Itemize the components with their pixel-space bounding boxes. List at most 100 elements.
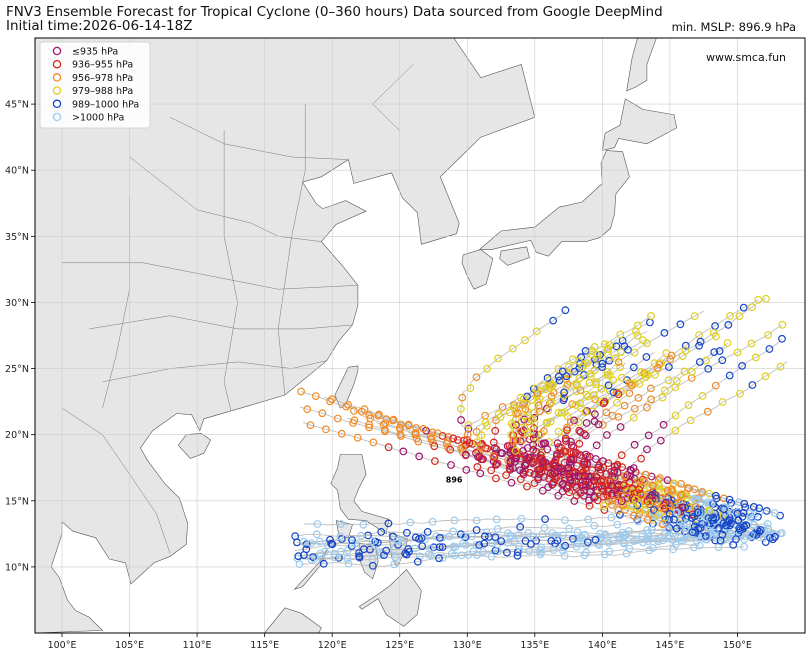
track-point	[418, 542, 427, 550]
track-point	[634, 517, 643, 526]
track-point	[508, 447, 516, 455]
track-point	[672, 524, 681, 533]
track-point	[641, 373, 650, 382]
track-point	[763, 520, 772, 528]
track-point	[582, 548, 590, 557]
track-point	[569, 448, 578, 457]
track-point	[640, 481, 649, 490]
track-point	[462, 450, 470, 459]
track-point	[464, 421, 473, 429]
mindanao	[358, 569, 422, 627]
track-point	[563, 426, 571, 435]
track-point	[658, 520, 667, 529]
track-point	[616, 330, 625, 339]
track-point	[538, 454, 546, 463]
track-point	[638, 475, 647, 484]
track-point	[489, 452, 498, 461]
track-point	[547, 537, 556, 545]
y-tick-label: 30°N	[5, 298, 29, 309]
track-point	[415, 535, 423, 543]
track-point	[561, 516, 569, 524]
track-point	[371, 537, 380, 546]
track-point	[449, 434, 458, 443]
track-point	[709, 513, 718, 522]
track-point	[344, 401, 353, 409]
track-point	[663, 476, 672, 485]
track-point	[590, 343, 599, 351]
track-point	[639, 336, 647, 345]
track-point	[755, 507, 764, 516]
track-point	[312, 530, 321, 539]
track-point	[586, 369, 595, 378]
track-point	[616, 423, 625, 431]
track-point	[706, 528, 715, 537]
track-point	[681, 491, 690, 500]
track-point	[537, 429, 546, 438]
track-point	[643, 403, 651, 412]
track-point	[513, 436, 522, 445]
track-point	[569, 455, 578, 464]
track-point	[556, 463, 564, 472]
track-point	[503, 548, 511, 557]
track-point	[480, 532, 489, 541]
track-point	[377, 528, 386, 536]
track-point	[532, 447, 541, 456]
track-point	[459, 532, 468, 540]
track-point	[306, 421, 315, 430]
track-point	[724, 321, 733, 329]
track-point	[559, 543, 568, 552]
track-point	[692, 495, 700, 504]
track-point	[453, 436, 462, 444]
track-point	[549, 546, 558, 554]
track-point	[778, 529, 786, 537]
track-point	[360, 405, 369, 414]
track-point	[608, 411, 617, 420]
track-point	[581, 480, 590, 489]
track-point	[735, 312, 744, 321]
track-point	[466, 384, 475, 393]
track-point	[702, 535, 711, 544]
ensemble-points	[291, 294, 787, 570]
track-point	[516, 475, 525, 484]
track-point	[677, 490, 686, 499]
track-point	[590, 493, 599, 501]
y-tick-label: 40°N	[5, 166, 29, 177]
track-point	[333, 414, 342, 423]
track-point	[654, 537, 663, 546]
track-point	[609, 388, 618, 397]
legend-label: 936–955 hPa	[72, 60, 133, 71]
track-point	[665, 515, 673, 524]
track-point	[631, 495, 640, 504]
track-point	[476, 469, 485, 478]
track-point	[686, 416, 695, 425]
track-point	[559, 396, 568, 405]
track-point	[676, 508, 685, 516]
track-point	[461, 541, 470, 549]
track-point	[553, 450, 561, 458]
track-point	[571, 482, 580, 491]
x-tick-label: 145°E	[655, 640, 684, 651]
track-point	[647, 510, 656, 519]
track-point	[576, 428, 585, 436]
track-point	[547, 392, 556, 401]
track-point	[677, 480, 685, 488]
track-point	[647, 312, 655, 320]
palawan	[293, 549, 328, 591]
track-point	[388, 416, 397, 425]
track-point	[355, 549, 363, 557]
track-point	[435, 554, 443, 563]
track-point	[630, 348, 639, 357]
track-point	[594, 540, 602, 548]
legend-marker	[52, 73, 62, 82]
track-point	[586, 488, 595, 496]
track-point	[326, 535, 334, 544]
track-point	[476, 442, 485, 450]
track-point	[644, 431, 653, 440]
track-point	[619, 538, 628, 547]
track-point	[490, 444, 499, 452]
track-point	[650, 506, 658, 514]
track-point	[625, 544, 634, 553]
track-point	[322, 425, 330, 434]
track-point	[735, 498, 743, 507]
track-point	[521, 466, 529, 475]
